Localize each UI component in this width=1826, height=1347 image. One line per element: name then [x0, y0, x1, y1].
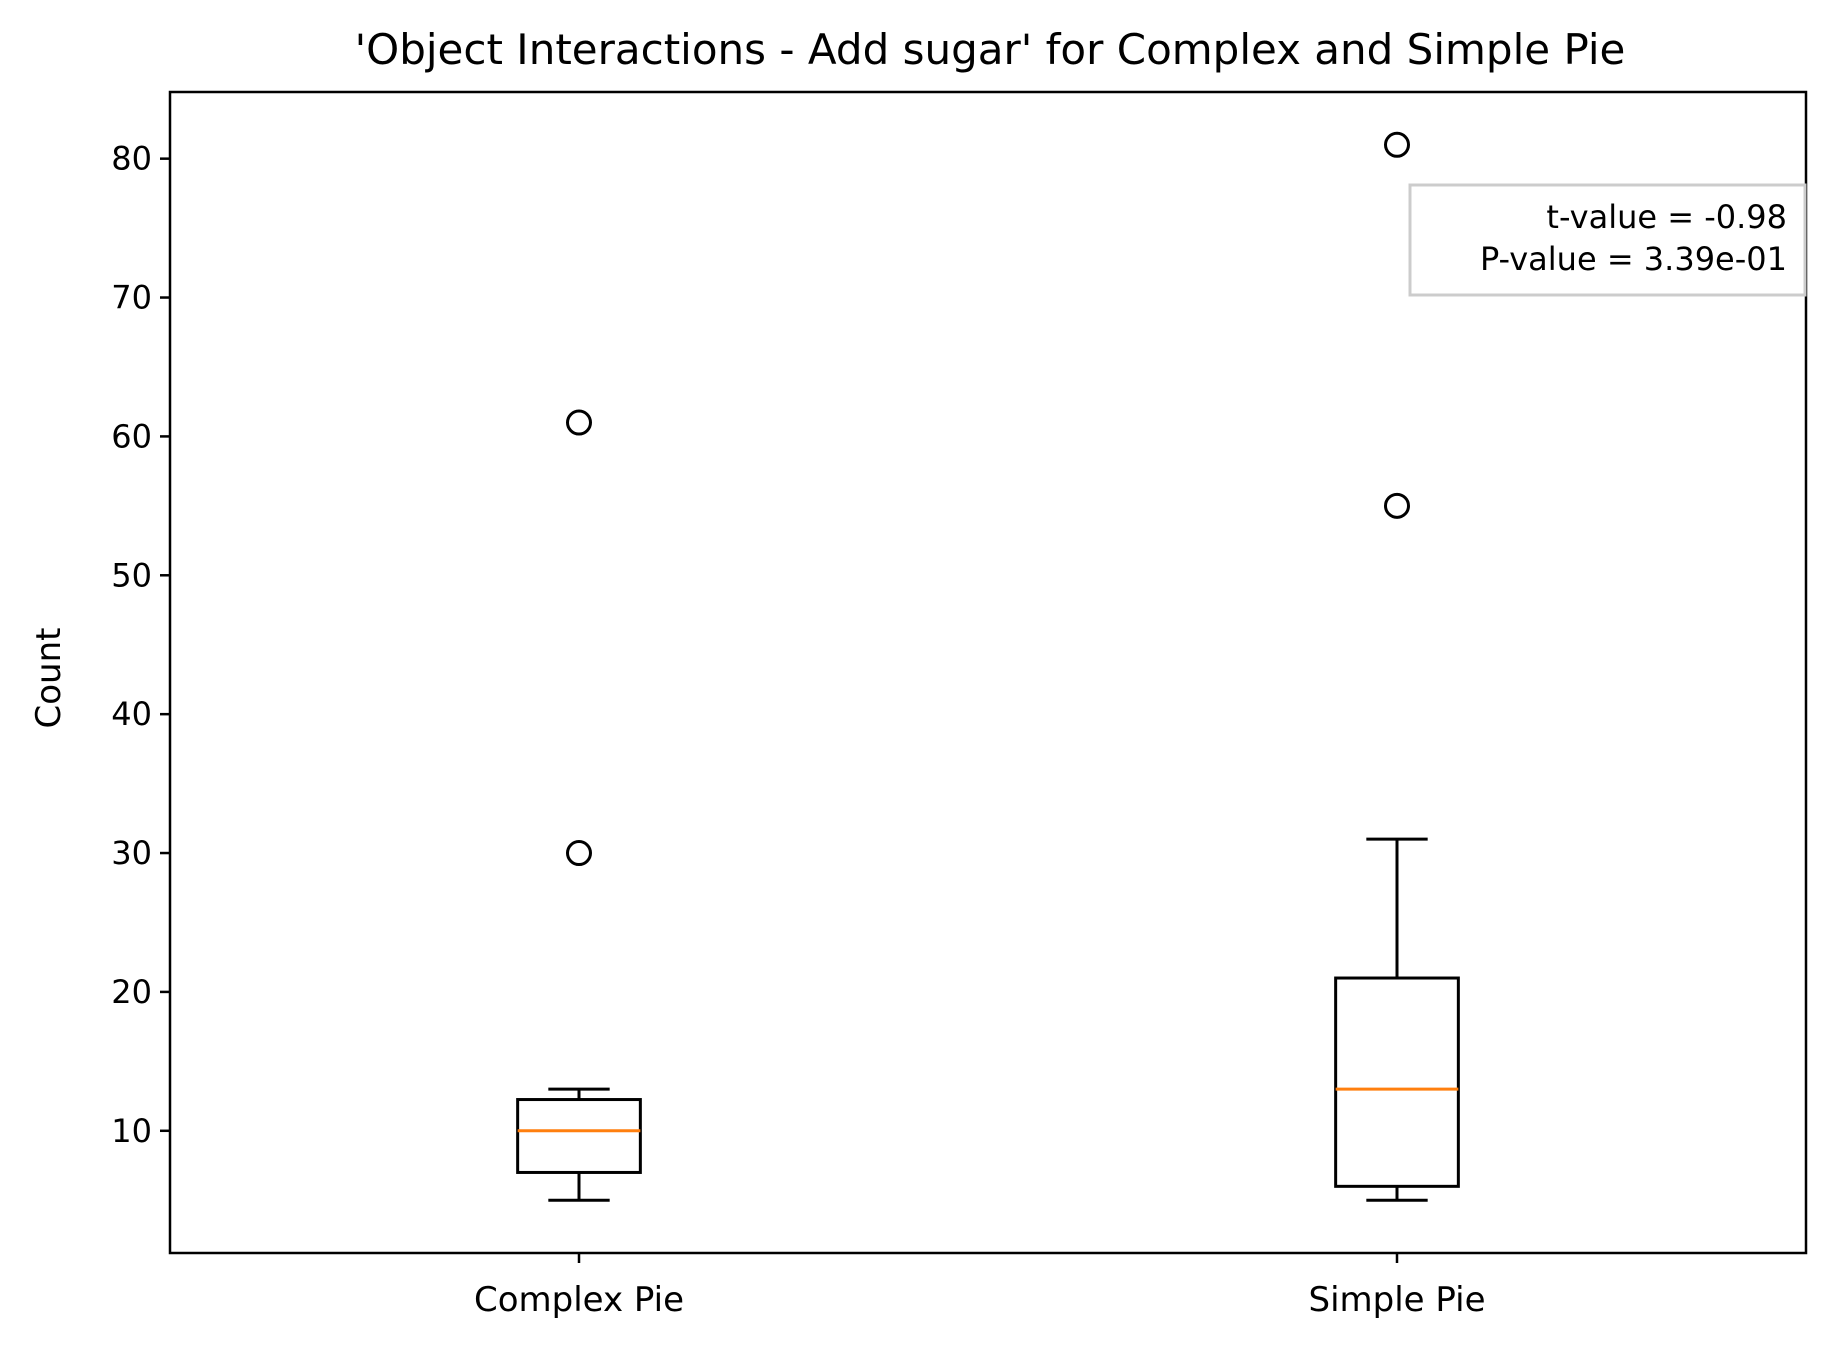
outlier-point	[566, 409, 592, 436]
y-tick-label: 80	[111, 140, 152, 178]
outlier-point	[1384, 492, 1410, 519]
y-tick-label: 60	[111, 417, 152, 455]
x-tick-label: Complex Pie	[474, 1280, 684, 1320]
t-value-text: t-value = -0.98	[1546, 198, 1787, 236]
outlier-point	[1384, 131, 1410, 158]
y-axis-label: Count	[29, 628, 69, 729]
chart-title: 'Object Interactions - Add sugar' for Co…	[355, 25, 1626, 74]
p-value-text: P-value = 3.39e-01	[1480, 240, 1787, 278]
axes-frame	[168, 90, 1808, 1255]
outlier-point	[566, 840, 592, 867]
y-tick-label: 20	[111, 973, 152, 1011]
plot-area: 10 20 30 40 50 60 70 80 Complex Pie Simple Pie	[111, 90, 1808, 1320]
y-tick-label: 40	[111, 695, 152, 733]
box-iqr	[1334, 976, 1460, 1188]
y-tick-label: 70	[111, 279, 152, 317]
y-tick-label: 10	[111, 1112, 152, 1150]
x-tick-label: Simple Pie	[1308, 1280, 1485, 1320]
y-tick-label: 50	[111, 556, 152, 594]
box-iqr	[516, 1098, 642, 1174]
stats-annotation: t-value = -0.98 P-value = 3.39e-01	[1408, 183, 1807, 297]
y-tick-label: 30	[111, 834, 152, 872]
annotation-frame	[1408, 183, 1807, 297]
